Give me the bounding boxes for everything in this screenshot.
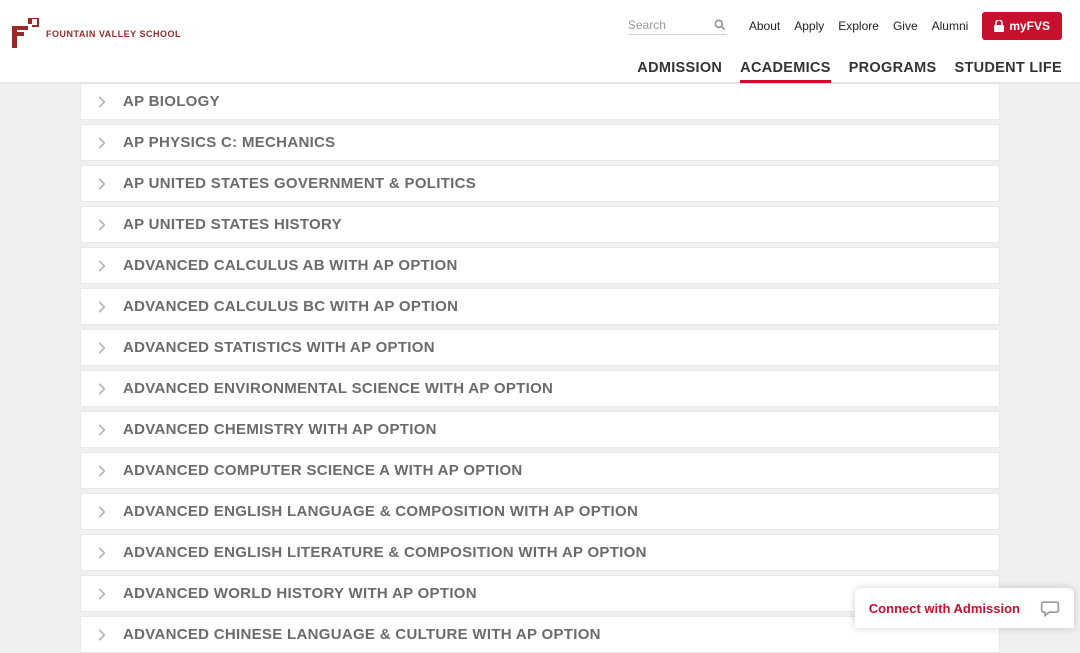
- nav-academics[interactable]: ACADEMICS: [740, 60, 831, 83]
- accordion-label: ADVANCED STATISTICS WITH AP OPTION: [123, 339, 435, 356]
- accordion-item[interactable]: AP PHYSICS C: MECHANICS: [80, 124, 1000, 161]
- site-header: FOUNTAIN VALLEY SCHOOL About Apply Explo…: [0, 0, 1080, 83]
- util-link-give[interactable]: Give: [893, 19, 918, 33]
- accordion-item[interactable]: ADVANCED ENVIRONMENTAL SCIENCE WITH AP O…: [80, 370, 1000, 407]
- accordion-label: ADVANCED CHEMISTRY WITH AP OPTION: [123, 421, 437, 438]
- myfvs-button[interactable]: myFVS: [982, 12, 1062, 40]
- accordion-label: ADVANCED ENGLISH LANGUAGE & COMPOSITION …: [123, 503, 638, 520]
- main-nav: ADMISSION ACADEMICS PROGRAMS STUDENT LIF…: [637, 60, 1062, 83]
- chevron-right-icon: [95, 341, 109, 355]
- accordion-item[interactable]: ADVANCED COMPUTER SCIENCE A WITH AP OPTI…: [80, 452, 1000, 489]
- chevron-right-icon: [95, 382, 109, 396]
- accordion-label: AP UNITED STATES HISTORY: [123, 216, 342, 233]
- accordion-item[interactable]: AP UNITED STATES GOVERNMENT & POLITICS: [80, 165, 1000, 202]
- nav-programs[interactable]: PROGRAMS: [849, 60, 937, 83]
- logo-mark-icon: [10, 18, 40, 50]
- util-link-apply[interactable]: Apply: [794, 19, 824, 33]
- util-link-explore[interactable]: Explore: [838, 19, 879, 33]
- util-link-alumni[interactable]: Alumni: [932, 19, 969, 33]
- lock-icon: [994, 20, 1004, 32]
- accordion-item[interactable]: ADVANCED CALCULUS BC WITH AP OPTION: [80, 288, 1000, 325]
- chat-widget[interactable]: Connect with Admission: [855, 588, 1074, 628]
- chevron-right-icon: [95, 423, 109, 437]
- chevron-right-icon: [95, 218, 109, 232]
- accordion-item[interactable]: ADVANCED ENGLISH LANGUAGE & COMPOSITION …: [80, 493, 1000, 530]
- chevron-right-icon: [95, 259, 109, 273]
- accordion-label: ADVANCED WORLD HISTORY WITH AP OPTION: [123, 585, 477, 602]
- chevron-right-icon: [95, 464, 109, 478]
- chevron-right-icon: [95, 546, 109, 560]
- course-accordion-list: AP BIOLOGY AP PHYSICS C: MECHANICS AP UNIT…: [0, 83, 1080, 653]
- chevron-right-icon: [95, 300, 109, 314]
- chevron-right-icon: [95, 95, 109, 109]
- chevron-right-icon: [95, 628, 109, 642]
- util-link-about[interactable]: About: [749, 19, 780, 33]
- accordion-item[interactable]: ADVANCED CALCULUS AB WITH AP OPTION: [80, 247, 1000, 284]
- nav-student-life[interactable]: STUDENT LIFE: [954, 60, 1062, 83]
- nav-admission[interactable]: ADMISSION: [637, 60, 722, 83]
- logo-text: FOUNTAIN VALLEY SCHOOL: [46, 29, 181, 39]
- myfvs-label: myFVS: [1009, 19, 1050, 33]
- search-input[interactable]: [628, 18, 713, 32]
- utility-nav: About Apply Explore Give Alumni myFVS: [628, 12, 1062, 40]
- accordion-label: ADVANCED COMPUTER SCIENCE A WITH AP OPTI…: [123, 462, 523, 479]
- accordion-label: ADVANCED CALCULUS BC WITH AP OPTION: [123, 298, 458, 315]
- search-icon[interactable]: [713, 18, 727, 32]
- chevron-right-icon: [95, 587, 109, 601]
- search-box[interactable]: [628, 18, 727, 35]
- chat-bubble-icon[interactable]: [1040, 598, 1060, 618]
- accordion-item[interactable]: ADVANCED ENGLISH LITERATURE & COMPOSITIO…: [80, 534, 1000, 571]
- site-logo[interactable]: FOUNTAIN VALLEY SCHOOL: [10, 18, 181, 50]
- accordion-label: ADVANCED ENVIRONMENTAL SCIENCE WITH AP O…: [123, 380, 553, 397]
- header-right: About Apply Explore Give Alumni myFVS AD…: [628, 12, 1062, 83]
- accordion-label: AP BIOLOGY: [123, 93, 220, 110]
- accordion-item[interactable]: AP UNITED STATES HISTORY: [80, 206, 1000, 243]
- accordion-item[interactable]: AP BIOLOGY: [80, 83, 1000, 120]
- chevron-right-icon: [95, 505, 109, 519]
- accordion-label: ADVANCED ENGLISH LITERATURE & COMPOSITIO…: [123, 544, 647, 561]
- chat-label: Connect with Admission: [869, 601, 1020, 616]
- accordion-label: AP UNITED STATES GOVERNMENT & POLITICS: [123, 175, 476, 192]
- chevron-right-icon: [95, 177, 109, 191]
- accordion-item[interactable]: ADVANCED CHEMISTRY WITH AP OPTION: [80, 411, 1000, 448]
- accordion-item[interactable]: ADVANCED STATISTICS WITH AP OPTION: [80, 329, 1000, 366]
- accordion-label: AP PHYSICS C: MECHANICS: [123, 134, 335, 151]
- accordion-label: ADVANCED CALCULUS AB WITH AP OPTION: [123, 257, 458, 274]
- chevron-right-icon: [95, 136, 109, 150]
- accordion-label: ADVANCED CHINESE LANGUAGE & CULTURE WITH…: [123, 626, 601, 643]
